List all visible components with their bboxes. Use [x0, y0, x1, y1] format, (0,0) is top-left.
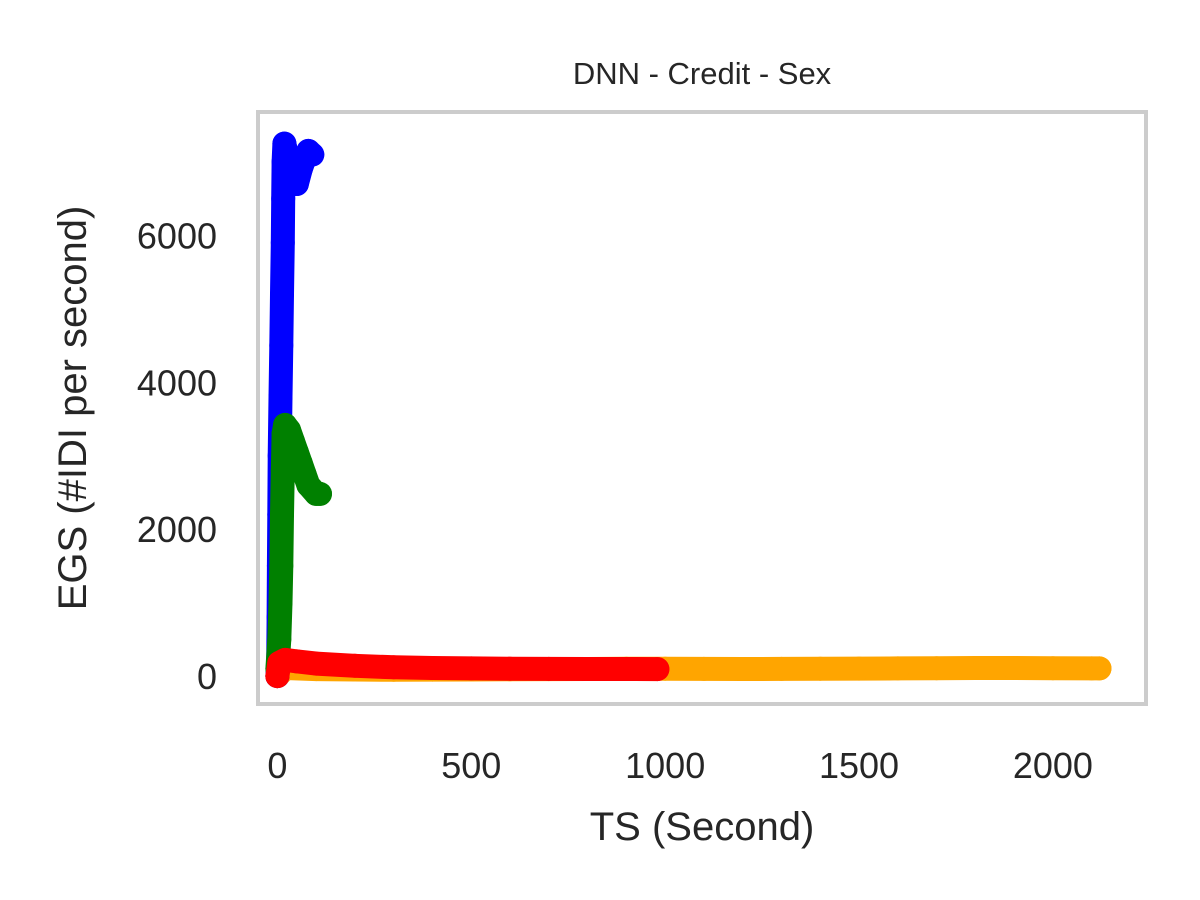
data-point: [575, 657, 600, 681]
data-point: [691, 656, 716, 681]
data-point: [284, 649, 309, 674]
data-point: [1002, 656, 1027, 680]
data-point: [847, 656, 871, 681]
data-point: [730, 657, 755, 681]
data-point: [769, 656, 794, 681]
x-axis-label: TS (Second): [590, 805, 815, 849]
data-point: [300, 142, 325, 167]
data-point: [808, 656, 833, 681]
data-point: [381, 655, 406, 680]
x-tick-label: 0: [267, 745, 287, 786]
x-tick-label: 1500: [819, 745, 899, 786]
data-point: [614, 657, 639, 681]
data-point: [459, 656, 484, 681]
series-3: [265, 647, 670, 689]
data-point: [268, 590, 293, 615]
x-tick-label: 1000: [625, 745, 705, 786]
data-point: [645, 657, 670, 682]
data-point: [269, 553, 294, 578]
data-point: [270, 230, 295, 255]
data-point: [1087, 656, 1112, 681]
data-point: [273, 135, 298, 160]
data-point: [308, 481, 332, 506]
y-axis-label: EGS (#IDI per second): [51, 206, 95, 611]
data-point: [1040, 656, 1065, 681]
data-point: [498, 656, 523, 681]
data-point: [269, 333, 294, 358]
data-point: [342, 653, 367, 678]
data-point: [420, 656, 445, 680]
series-2: [265, 412, 332, 681]
data-point: [536, 656, 561, 681]
data-point: [270, 282, 294, 307]
y-tick-label: 6000: [137, 215, 217, 256]
x-tick-label: 2000: [1013, 745, 1093, 786]
data-point: [885, 656, 910, 681]
y-tick-labels: 0 2000 4000 6000: [137, 215, 217, 697]
data-point: [270, 502, 294, 527]
y-tick-label: 0: [197, 656, 217, 697]
data-point: [268, 385, 293, 409]
data-point: [304, 651, 329, 676]
plot-area: [265, 131, 1112, 689]
y-tick-label: 4000: [137, 362, 217, 403]
y-tick-label: 2000: [137, 509, 217, 550]
x-tick-label: 500: [441, 745, 501, 786]
data-point: [924, 656, 949, 681]
x-tick-labels: 0 500 1000 1500 2000: [267, 745, 1093, 786]
chart-title: DNN - Credit - Sex: [573, 56, 832, 91]
plot-frame: [256, 110, 1148, 706]
data-point: [963, 656, 988, 680]
data-point: [267, 627, 292, 652]
